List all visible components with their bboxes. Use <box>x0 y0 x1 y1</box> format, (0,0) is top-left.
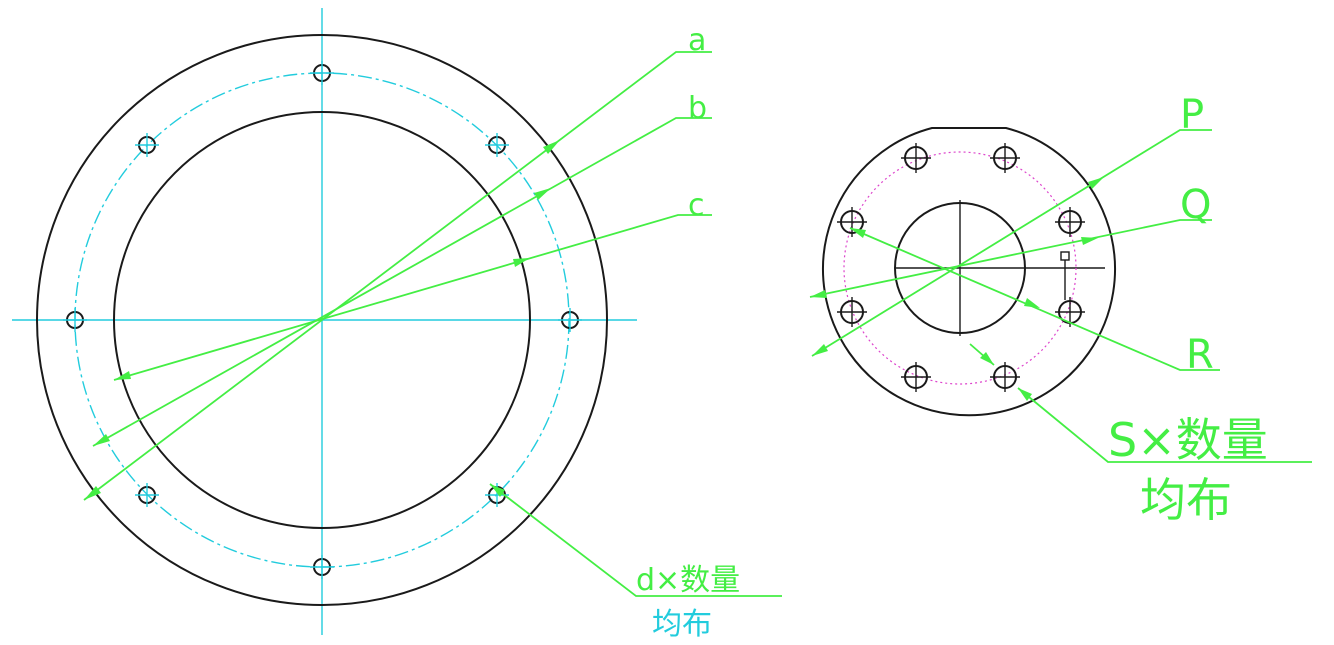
leader-b <box>92 117 712 447</box>
label-b: b <box>688 91 707 126</box>
hole-note-line2: 均布 <box>652 607 712 642</box>
outer-profile <box>822 127 1116 417</box>
hole-note-line1: S×数量 <box>1108 413 1268 467</box>
bolt-hole <box>989 361 1021 393</box>
hole-note-leader <box>489 483 782 597</box>
right-part: P Q R S×数量 均布 <box>809 92 1312 527</box>
left-flange: a b c d×数量 均布 <box>12 8 782 642</box>
hole-note-leader <box>1017 387 1312 463</box>
bolt-hole <box>134 482 160 508</box>
snap-marker <box>1060 251 1070 261</box>
leader-q <box>809 219 1212 298</box>
leader-a <box>83 51 712 501</box>
label-r: R <box>1186 332 1214 378</box>
leader-p <box>811 129 1212 357</box>
bolt-hole <box>989 142 1021 174</box>
bolt-hole <box>900 361 932 393</box>
bolt-hole <box>484 132 510 158</box>
inner-circle <box>113 111 531 529</box>
leader-c <box>113 214 712 381</box>
diameter-leaders <box>809 129 1220 371</box>
label-a: a <box>688 23 706 58</box>
bolt-hole <box>900 142 932 174</box>
label-c: c <box>688 188 705 223</box>
bolt-hole <box>134 132 160 158</box>
bolt-hole <box>1054 206 1086 238</box>
bolt-hole <box>309 554 335 580</box>
hole-note-line1: d×数量 <box>636 563 740 598</box>
bolt-hole <box>309 60 335 86</box>
label-p: P <box>1180 92 1204 138</box>
leader-r <box>849 227 1220 371</box>
bolt-hole <box>836 296 868 328</box>
hole-note-line2: 均布 <box>1140 473 1232 527</box>
label-q: Q <box>1180 182 1211 228</box>
bolt-pitch-circle <box>843 151 1077 385</box>
bolt-hole <box>557 307 583 333</box>
bolt-hole <box>62 307 88 333</box>
outer-circle <box>36 34 608 606</box>
diameter-leaders <box>83 51 712 501</box>
